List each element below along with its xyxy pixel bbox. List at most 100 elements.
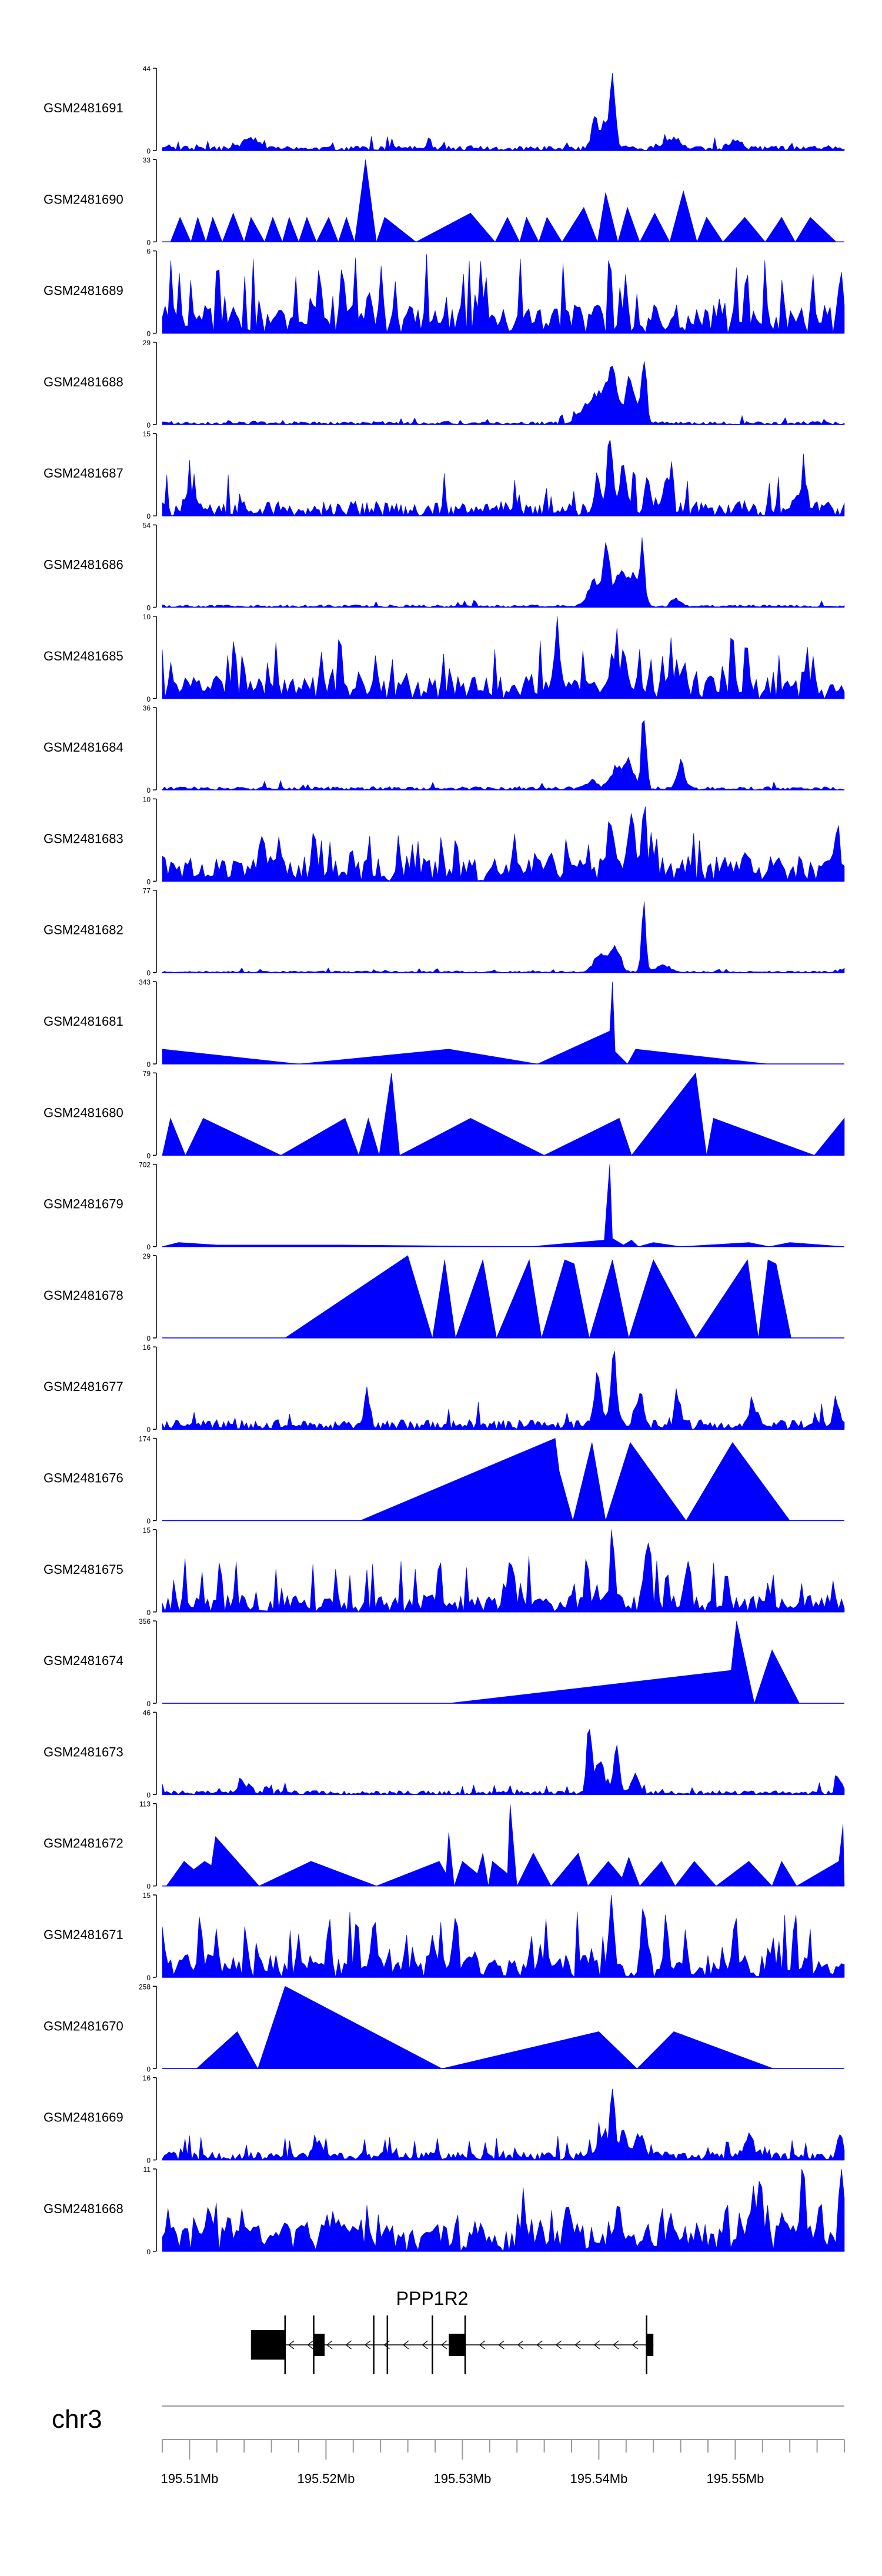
y-min-label: 0 [146, 1791, 151, 1799]
y-min-label: 0 [146, 1883, 151, 1891]
y-max-label: 36 [143, 704, 151, 712]
track-label: GSM2481670 [44, 2018, 123, 2033]
strand-chevron [593, 2340, 600, 2350]
exon-block [313, 2334, 325, 2356]
strand-chevron [365, 2340, 371, 2350]
track-label: GSM2481688 [44, 375, 123, 389]
y-max-label: 174 [139, 1435, 151, 1443]
y-min-label: 0 [146, 421, 151, 429]
strand-chevron [345, 2340, 352, 2350]
track-label: GSM2481672 [44, 1836, 123, 1851]
coverage-area [162, 1529, 845, 1613]
exon-block [449, 2334, 466, 2356]
y-max-label: 46 [143, 1709, 151, 1717]
y-min-label: 0 [146, 786, 151, 795]
y-min-label: 0 [146, 238, 151, 246]
coverage-area [284, 1255, 791, 1339]
y-min-label: 0 [146, 2157, 151, 2165]
track-label: GSM2481676 [44, 1471, 123, 1486]
y-max-label: 16 [143, 1343, 151, 1352]
track-label: GSM2481689 [44, 283, 123, 298]
track-label: GSM2481679 [44, 1197, 123, 1212]
track-GSM2481674: GSM2481674 356 0 [44, 1617, 844, 1708]
strand-chevron [307, 2340, 313, 2350]
track-label: GSM2481691 [44, 101, 123, 115]
track-label: GSM2481690 [44, 192, 123, 206]
track-GSM2481678: GSM2481678 29 0 [44, 1252, 844, 1343]
y-max-label: 16 [143, 2074, 151, 2083]
coverage-area [162, 439, 845, 517]
y-max-label: 15 [143, 1526, 151, 1534]
y-max-label: 15 [143, 1891, 151, 1900]
track-label: GSM2481680 [44, 1105, 123, 1120]
y-min-label: 0 [146, 512, 151, 520]
y-min-label: 0 [146, 1334, 151, 1343]
track-GSM2481673: GSM2481673 46 0 [44, 1709, 845, 1799]
track-label: GSM2481685 [44, 649, 123, 663]
strand-chevron [498, 2340, 505, 2350]
y-min-label: 0 [146, 1974, 151, 1982]
gene-annotation-track: PPP1R2 [250, 2288, 654, 2374]
coverage-area [360, 1438, 790, 1521]
strand-chevron [288, 2340, 295, 2350]
strand-chevron [402, 2340, 409, 2350]
y-min-label: 0 [146, 1060, 151, 1069]
track-GSM2481672: GSM2481672 113 0 [44, 1800, 845, 1891]
tick-label: 195.55Mb [706, 2471, 764, 2486]
track-GSM2481677: GSM2481677 16 0 [44, 1343, 845, 1434]
y-max-label: 77 [143, 887, 151, 895]
y-min-label: 0 [146, 604, 151, 612]
track-label: GSM2481669 [44, 2110, 123, 2125]
y-max-label: 54 [143, 522, 151, 530]
coverage-area [162, 2088, 845, 2161]
track-GSM2481688: GSM2481688 29 0 [44, 339, 845, 429]
coverage-area [166, 1803, 845, 1887]
y-min-label: 0 [146, 695, 151, 703]
tick-label: 195.54Mb [570, 2471, 627, 2486]
y-max-label: 29 [143, 1252, 151, 1260]
y-max-label: 10 [143, 613, 151, 621]
track-GSM2481679: GSM2481679 702 0 [44, 1161, 845, 1252]
track-label: GSM2481678 [44, 1288, 123, 1303]
y-min-label: 0 [146, 1152, 151, 1160]
y-min-label: 0 [146, 1243, 151, 1252]
chromosome-label: chr3 [52, 2405, 102, 2434]
strand-chevron [422, 2340, 428, 2350]
strand-chevron [517, 2340, 524, 2350]
y-min-label: 0 [146, 1517, 151, 1526]
track-label: GSM2481674 [44, 1653, 123, 1668]
coverage-area [162, 1894, 845, 1978]
coverage-area [162, 806, 845, 882]
track-GSM2481683: GSM2481683 10 0 [44, 795, 845, 886]
y-max-label: 15 [143, 430, 151, 438]
track-GSM2481685: GSM2481685 10 0 [44, 613, 845, 703]
track-GSM2481690: GSM2481690 33 0 [44, 156, 844, 246]
y-max-label: 113 [139, 1800, 151, 1808]
strand-chevron [574, 2340, 581, 2350]
track-label: GSM2481687 [44, 466, 123, 481]
coverage-area [170, 159, 837, 243]
coverage-area [162, 361, 845, 425]
coverage-area [162, 2168, 845, 2252]
track-GSM2481682: GSM2481682 77 0 [44, 887, 845, 977]
track-GSM2481680: GSM2481680 79 0 [44, 1069, 845, 1160]
y-min-label: 0 [146, 2248, 151, 2256]
y-max-label: 10 [143, 795, 151, 803]
tick-label: 195.53Mb [433, 2471, 491, 2486]
track-GSM2481681: GSM2481681 343 0 [44, 978, 844, 1069]
strand-chevron [613, 2340, 619, 2350]
track-GSM2481691: GSM2481691 44 0 [44, 65, 845, 155]
track-label: GSM2481671 [44, 1927, 123, 1942]
track-panel: GSM2481691440GSM2481690330GSM248168960GS… [44, 65, 845, 2256]
track-GSM2481676: GSM2481676 174 0 [44, 1435, 844, 1526]
track-label: GSM2481673 [44, 1744, 123, 1759]
y-min-label: 0 [146, 1609, 151, 1617]
y-max-label: 702 [139, 1161, 151, 1169]
y-min-label: 0 [146, 2065, 151, 2073]
exon-block [646, 2334, 654, 2356]
strand-chevron [632, 2340, 639, 2350]
track-GSM2481670: GSM2481670 258 0 [44, 1983, 844, 2073]
y-max-label: 79 [143, 1069, 151, 1077]
track-label: GSM2481683 [44, 831, 123, 846]
track-GSM2481687: GSM2481687 15 0 [44, 430, 845, 520]
